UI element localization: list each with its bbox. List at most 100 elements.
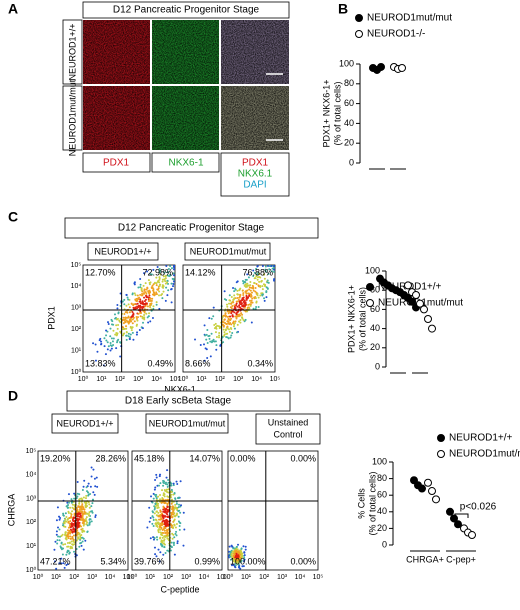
flow-event xyxy=(136,305,139,308)
flow-event xyxy=(156,538,159,541)
flow-event xyxy=(103,337,106,340)
flow-event xyxy=(166,515,169,518)
flow-event xyxy=(273,265,275,267)
flow-event xyxy=(248,292,251,295)
y-tick-label: 0 xyxy=(375,361,380,371)
flow-event xyxy=(157,287,160,290)
flow-event xyxy=(235,302,238,305)
flow-event xyxy=(236,305,239,308)
flow-event xyxy=(159,515,162,518)
quadrant-label: 0.99% xyxy=(194,556,220,566)
flow-event xyxy=(67,517,70,520)
y-axis-label: CHRGA xyxy=(6,494,16,527)
flow-event xyxy=(259,285,262,288)
y-tick-label: 80 xyxy=(377,473,387,483)
flow-event xyxy=(256,292,259,295)
flow-event xyxy=(170,288,173,291)
flow-event xyxy=(155,555,158,558)
flow-event xyxy=(84,504,87,507)
flow-event xyxy=(79,535,82,538)
flow-event xyxy=(243,299,246,302)
flow-event xyxy=(154,518,157,521)
flow-event xyxy=(227,337,230,340)
flow-event xyxy=(161,297,164,300)
flow-event xyxy=(86,521,89,524)
flow-event xyxy=(235,561,238,564)
data-point xyxy=(468,531,476,540)
flow-event xyxy=(159,473,162,476)
flow-event xyxy=(243,554,246,557)
flow-event xyxy=(151,522,154,525)
x-tick-label: 10⁴ xyxy=(105,574,116,581)
flow-event xyxy=(176,540,179,543)
flow-event xyxy=(175,502,178,505)
y-tick-label: 10⁰ xyxy=(71,368,82,376)
x-tick-label: 10³ xyxy=(181,574,192,581)
flow-event xyxy=(56,539,59,542)
flow-event xyxy=(85,501,88,504)
panel-header: D12 Pancreatic Progenitor Stage xyxy=(113,5,260,16)
flow-event xyxy=(157,511,160,514)
flow-event xyxy=(106,348,109,351)
flow-event xyxy=(132,338,135,341)
flow-event xyxy=(164,280,167,283)
flow-event xyxy=(123,313,126,316)
quadrant-label: 0.00% xyxy=(230,453,256,463)
flow-event xyxy=(71,503,74,506)
y-axis-label: % Cells xyxy=(356,488,366,519)
label-box xyxy=(87,242,159,261)
flow-event xyxy=(160,518,163,521)
flow-event xyxy=(144,294,147,297)
flow-event xyxy=(260,292,263,295)
flow-event xyxy=(87,512,90,515)
flow-event xyxy=(236,293,239,296)
flow-event xyxy=(153,281,156,284)
flow-event xyxy=(163,502,166,505)
flow-event xyxy=(228,323,231,326)
flow-event xyxy=(244,318,247,321)
flow-event xyxy=(102,364,105,367)
flow-event xyxy=(238,306,241,309)
flow-event xyxy=(143,296,146,299)
flow-event xyxy=(76,495,79,498)
flow-event xyxy=(78,515,81,518)
flow-event xyxy=(222,328,225,331)
flow-event xyxy=(164,282,167,285)
flow-event xyxy=(161,516,164,519)
flow-event xyxy=(87,493,90,496)
flow-event xyxy=(112,329,115,332)
flow-event xyxy=(258,273,261,276)
flow-event xyxy=(164,299,167,302)
flow-event xyxy=(81,536,84,539)
quadrant-label: 0.00% xyxy=(290,453,316,463)
flow-event xyxy=(116,317,119,320)
flow-event xyxy=(131,322,134,325)
flow-event xyxy=(112,337,115,340)
flow-event xyxy=(80,510,83,513)
flow-event xyxy=(77,537,80,540)
flow-event xyxy=(80,541,83,544)
flow-event xyxy=(141,315,144,318)
flow-event xyxy=(238,304,241,307)
flow-event xyxy=(60,534,63,537)
flow-event xyxy=(239,293,242,296)
flow-event xyxy=(214,322,217,325)
flow-event xyxy=(233,322,236,325)
flow-event xyxy=(182,511,185,514)
flow-event xyxy=(251,301,254,304)
flow-event xyxy=(173,491,176,494)
flow-event xyxy=(105,334,108,337)
flow-event xyxy=(158,269,161,272)
flow-event xyxy=(203,324,206,327)
flow-event xyxy=(55,519,58,522)
flow-event xyxy=(78,521,81,524)
flow-event xyxy=(161,280,164,283)
flow-event xyxy=(91,498,94,501)
flow-event xyxy=(115,334,118,337)
flow-event xyxy=(125,325,128,328)
flow-event xyxy=(68,552,71,555)
flow-event xyxy=(111,340,114,343)
flow-event xyxy=(170,502,173,505)
flow-event xyxy=(237,554,240,557)
data-point xyxy=(408,297,416,306)
